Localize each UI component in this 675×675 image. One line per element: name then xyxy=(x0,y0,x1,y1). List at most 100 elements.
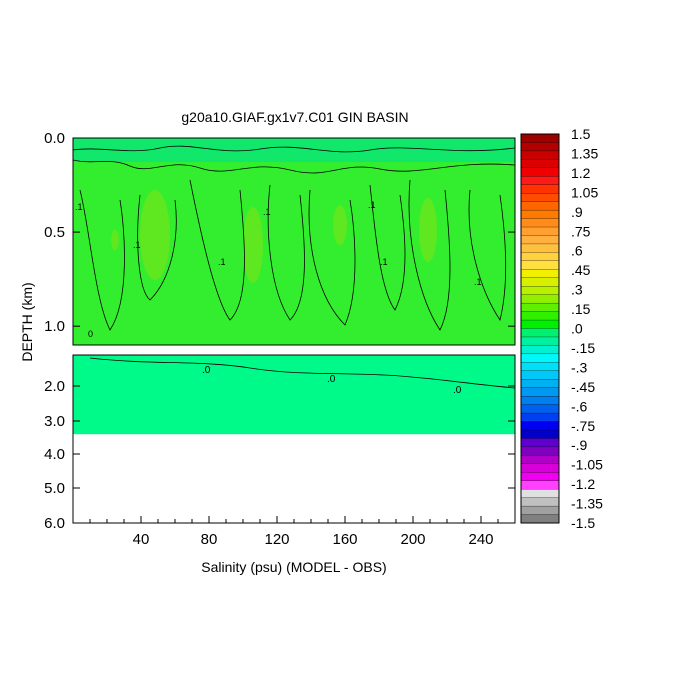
colorbar-swatch xyxy=(520,269,560,279)
contour-label: .1 xyxy=(75,202,83,212)
colorbar-swatch xyxy=(520,379,560,389)
contour-line xyxy=(468,189,507,321)
contour-line xyxy=(408,179,451,331)
colorbar-swatch xyxy=(520,193,560,203)
lower-panel-contours xyxy=(89,357,516,389)
y-tick-label: 1.0 xyxy=(44,318,65,335)
colorbar-swatch xyxy=(520,302,560,313)
contour-label: .1 xyxy=(218,257,226,267)
colorbar-label: -.45 xyxy=(571,379,595,395)
upper-panel-frame xyxy=(72,137,516,346)
x-tick-label: 120 xyxy=(264,531,289,548)
colorbar-swatch xyxy=(520,201,560,211)
colorbar-swatch xyxy=(520,328,560,338)
colorbar-swatch xyxy=(520,396,560,406)
colorbar-swatch xyxy=(520,362,560,372)
colorbar-swatch xyxy=(520,412,560,422)
y-axis-ticks xyxy=(73,137,515,524)
colorbar-swatch xyxy=(520,260,560,270)
colorbar-label: -1.2 xyxy=(571,476,595,492)
colorbar-swatch xyxy=(520,142,560,152)
contour-line xyxy=(72,159,516,174)
chart-title: g20a10.GIAF.gx1v7.C01 GIN BASIN xyxy=(181,109,408,125)
colorbar-swatch xyxy=(520,472,560,482)
x-tick-label: 200 xyxy=(400,531,425,548)
y-tick-label: 6.0 xyxy=(44,515,65,532)
lower-panel-fill xyxy=(73,355,515,435)
colorbar-label: -1.5 xyxy=(571,515,595,531)
highlight-region xyxy=(243,207,263,283)
y-axis-label: DEPTH (km) xyxy=(19,282,35,361)
colorbar-label: .15 xyxy=(571,301,591,317)
contour-label: .0 xyxy=(202,365,211,376)
y-tick-label: 4.0 xyxy=(44,446,65,463)
highlight-region xyxy=(111,230,119,250)
highlight-region xyxy=(333,205,347,245)
contour-line xyxy=(369,184,406,311)
colorbar-swatch xyxy=(520,353,560,363)
contour-label: 0 xyxy=(88,329,93,339)
colorbar-swatch xyxy=(520,133,560,143)
highlight-region xyxy=(140,190,170,280)
contour-line xyxy=(267,184,305,321)
contour-line xyxy=(72,145,516,153)
contour-label: .0 xyxy=(453,385,462,396)
y-tick-label: 2.0 xyxy=(44,378,65,395)
colorbar-swatch xyxy=(520,167,560,177)
colorbar-swatch xyxy=(520,404,560,414)
colorbar-label: 1.2 xyxy=(571,165,591,181)
colorbar-label: -1.35 xyxy=(571,496,603,512)
colorbar-labels: 1.5 1.35 1.2 1.05 .9 .75 .6 .45 .3 .15 .0 -.15 -.3 -.… xyxy=(571,126,603,531)
upper-panel: .1 .1 .1 .1 .1 .1 0 .1 xyxy=(72,137,516,346)
colorbar-swatch xyxy=(520,438,560,448)
x-tick-label: 160 xyxy=(332,531,357,548)
y-tick-label: 0.5 xyxy=(44,224,65,241)
colorbar xyxy=(520,133,560,524)
x-axis-tick-labels: 40 80 120 160 200 240 xyxy=(133,531,494,548)
colorbar-label: 1.35 xyxy=(571,145,598,161)
x-tick-label: 40 xyxy=(133,531,150,548)
colorbar-swatch xyxy=(520,319,560,329)
colorbar-label: .9 xyxy=(571,204,583,220)
colorbar-swatch xyxy=(520,159,560,169)
colorbar-swatch xyxy=(520,497,560,507)
colorbar-swatch xyxy=(520,345,560,355)
colorbar-swatch xyxy=(520,421,560,431)
colorbar-swatch xyxy=(520,370,560,380)
contour-line xyxy=(89,357,516,389)
colorbar-swatch xyxy=(520,463,560,473)
colorbar-swatch xyxy=(520,176,560,186)
colorbar-swatch xyxy=(520,311,560,321)
colorbar-swatch xyxy=(520,150,560,160)
colorbar-swatch xyxy=(520,286,560,296)
colorbar-label: -1.05 xyxy=(571,457,603,473)
colorbar-frame xyxy=(520,133,560,524)
y-tick-label: 3.0 xyxy=(44,413,65,430)
colorbar-swatch xyxy=(520,514,560,524)
colorbar-swatch xyxy=(520,184,560,194)
x-axis-ticks xyxy=(72,516,516,523)
y-tick-label: 5.0 xyxy=(44,480,65,497)
colorbar-label: -.6 xyxy=(571,398,588,414)
colorbar-swatch xyxy=(520,429,560,439)
colorbar-swatch xyxy=(520,294,560,304)
colorbar-label: -.3 xyxy=(571,359,588,375)
contour-label: .1 xyxy=(380,257,388,267)
contour-line xyxy=(308,189,356,326)
highlight-region xyxy=(419,198,437,262)
contour-label: .1 xyxy=(368,200,376,210)
contour-label: .1 xyxy=(263,207,271,217)
upper-panel-contour-labels: .1 .1 .1 .1 .1 .1 0 .1 xyxy=(75,200,482,339)
colorbar-swatch xyxy=(520,218,560,228)
colorbar-swatch xyxy=(520,336,560,346)
colorbar-label: .6 xyxy=(571,243,583,259)
colorbar-label: .45 xyxy=(571,262,591,278)
colorbar-label: 1.5 xyxy=(571,126,591,142)
x-axis-label: Salinity (psu) (MODEL - OBS) xyxy=(201,559,386,575)
contour-label: .1 xyxy=(133,240,141,250)
colorbar-label: .0 xyxy=(571,321,583,337)
colorbar-swatch xyxy=(520,387,560,397)
y-tick-label: 0.0 xyxy=(44,130,65,147)
colorbar-swatch xyxy=(520,505,560,515)
